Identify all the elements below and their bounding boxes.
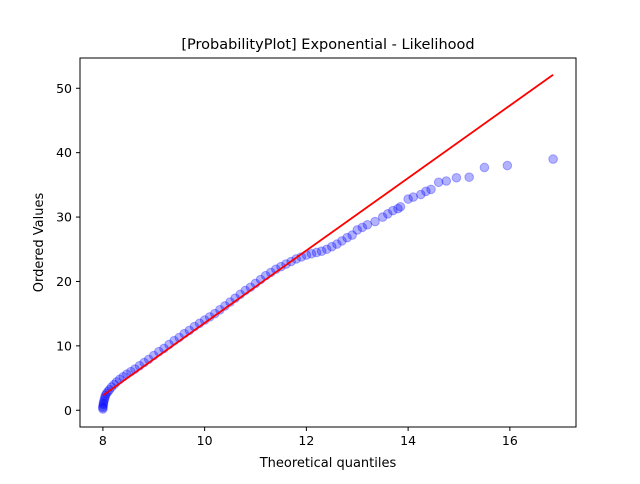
data-point-80 [464,172,474,182]
data-point-57 [321,244,332,255]
y-tick-label-10: 10 [56,338,72,353]
data-point-76 [426,184,436,195]
data-point-56 [316,246,327,256]
data-point-77 [433,177,444,188]
plot-area-frame [79,57,577,428]
x-tick-label-12: 12 [298,433,314,448]
x-axis-ticks: 8 10 12 14 16 [99,427,518,448]
data-point-71 [395,201,406,212]
data-point-82 [502,160,513,171]
x-tick-label-8: 8 [99,433,107,448]
data-point-78 [441,176,452,186]
data-point-67 [377,212,388,222]
x-axis-label: Theoretical quantiles [259,456,397,471]
data-point-75 [421,186,431,197]
y-tick-label-20: 20 [56,274,72,289]
y-tick-label-50: 50 [56,81,72,96]
y-tick-label-30: 30 [56,210,72,225]
data-point-58 [327,241,337,252]
fit-line-group [102,74,554,397]
data-point-83 [548,154,558,164]
data-point-63 [352,225,363,235]
data-point-64 [357,222,368,233]
data-point-55 [311,247,322,258]
data-point-2 [98,401,108,412]
data-point-3 [98,399,109,410]
data-point-4 [98,398,109,408]
fit-line [102,74,554,397]
data-point-0 [98,404,108,414]
data-point-81 [479,162,490,173]
data-point-65 [362,219,373,230]
data-point-61 [342,232,352,243]
data-point-60 [337,236,347,246]
data-point-8 [100,390,111,401]
x-tick-label-10: 10 [197,433,213,448]
y-axis-label: Ordered Values [32,193,47,293]
data-point-72 [403,194,413,204]
data-point-73 [408,192,419,202]
chart-title: [ProbabilityPlot] Exponential - Likeliho… [181,37,474,53]
x-tick-label-14: 14 [400,433,416,448]
data-point-68 [382,209,393,219]
data-point-54 [306,248,317,259]
y-tick-label-40: 40 [56,145,72,160]
data-point-74 [416,189,426,200]
y-tick-label-0: 0 [64,403,72,418]
y-axis-ticks: 0 10 20 30 40 50 [56,81,80,418]
data-point-69 [388,205,398,216]
data-point-62 [347,230,357,240]
data-point-66 [370,216,380,227]
x-tick-label-16: 16 [502,433,518,448]
data-point-70 [393,203,403,214]
data-point-59 [332,239,342,249]
data-point-5 [99,396,109,407]
data-point-1 [98,402,108,413]
data-point-79 [451,172,462,183]
